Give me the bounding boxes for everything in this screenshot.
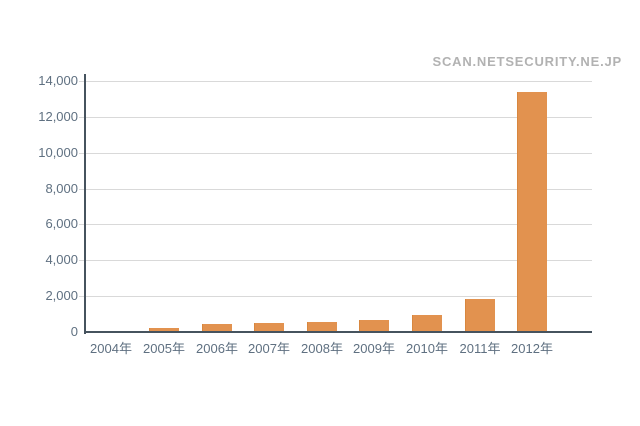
y-tick: [79, 153, 84, 154]
y-tick: [79, 260, 84, 261]
y-tick-label: 12,000: [38, 109, 78, 124]
x-tick-label-2012: 2012年: [511, 341, 553, 356]
y-tick-label: 4,000: [45, 252, 78, 267]
gridline-12000: [85, 117, 592, 118]
x-axis-line: [84, 331, 592, 333]
gridline-8000: [85, 189, 592, 190]
x-tick-label-2008: 2008年: [301, 341, 343, 356]
x-tick-label-2006: 2006年: [196, 341, 238, 356]
watermark: SCAN.NETSECURITY.NE.JP: [432, 54, 622, 69]
bar-2011: [465, 299, 495, 332]
x-tick-label-2011: 2011年: [459, 341, 501, 356]
bar-2009: [359, 320, 389, 332]
y-tick: [79, 81, 84, 82]
bar-2008: [307, 322, 337, 332]
x-tick-label-2009: 2009年: [353, 341, 395, 356]
bar-2006: [202, 324, 232, 332]
bar-2007: [254, 323, 284, 332]
y-tick: [79, 189, 84, 190]
y-tick: [79, 296, 84, 297]
y-tick-label: 8,000: [45, 181, 78, 196]
gridline-6000: [85, 224, 592, 225]
y-tick-label: 6,000: [45, 216, 78, 231]
x-tick-label-2007: 2007年: [248, 341, 290, 356]
gridline-4000: [85, 260, 592, 261]
x-tick-label-2005: 2005年: [143, 341, 185, 356]
bar-2012: [517, 92, 547, 332]
y-tick-label: 2,000: [45, 288, 78, 303]
bar-2010: [412, 315, 442, 332]
bar-2005: [149, 328, 179, 332]
x-tick-label-2004: 2004年: [90, 341, 132, 356]
gridline-10000: [85, 153, 592, 154]
y-tick-label: 0: [70, 324, 78, 339]
y-tick-label: 10,000: [38, 145, 78, 160]
y-axis-line: [84, 74, 86, 334]
gridline-14000: [85, 81, 592, 82]
x-tick-label-2010: 2010年: [406, 341, 448, 356]
y-tick: [79, 117, 84, 118]
y-tick-label: 14,000: [38, 73, 78, 88]
gridline-2000: [85, 296, 592, 297]
y-tick: [79, 224, 84, 225]
